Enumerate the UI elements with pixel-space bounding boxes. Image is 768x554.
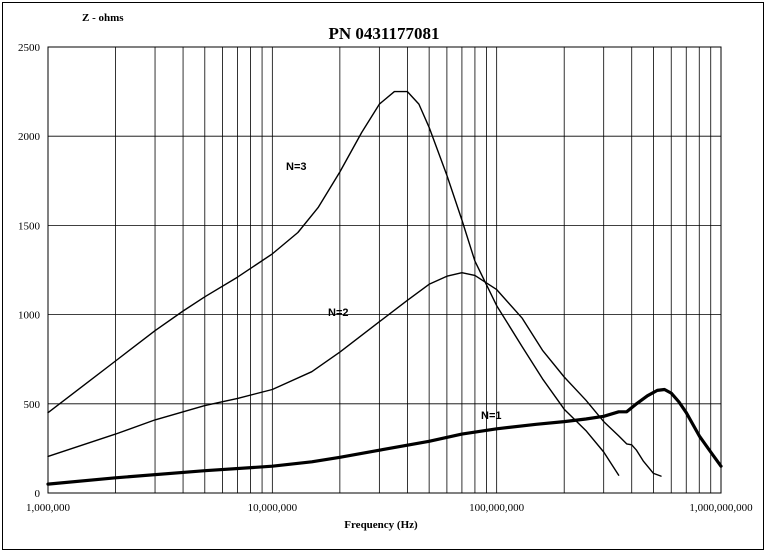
plot-area-border xyxy=(47,46,722,494)
series-label-n3: N=3 xyxy=(286,161,307,173)
x-tick-label: 100,000,000 xyxy=(469,502,525,514)
x-tick-labels: 1,000,000 10,000,000 100,000,000 1,000,000,… xyxy=(26,502,753,514)
chart-title: PN 0431177081 xyxy=(329,24,440,43)
series-label-n2: N=2 xyxy=(328,307,349,319)
vertical-gridlines xyxy=(47,47,712,493)
series-layer xyxy=(46,90,723,486)
y-tick-label: 2500 xyxy=(18,42,41,54)
x-tick-label: 1,000,000 xyxy=(26,502,71,514)
y-tick-label: 0 xyxy=(35,488,41,500)
y-tick-labels: 0 500 1000 1500 2000 2500 xyxy=(18,42,41,500)
y-tick-label: 2000 xyxy=(18,131,41,143)
series-label-n1: N=1 xyxy=(481,410,502,422)
x-axis-label: Frequency (Hz) xyxy=(344,519,418,531)
y-tick-label: 1000 xyxy=(18,310,41,322)
series-line-n1 xyxy=(46,387,723,486)
series-line-n3 xyxy=(47,90,620,476)
horizontal-gridlines xyxy=(48,46,721,494)
y-tick-label: 1500 xyxy=(18,220,41,232)
y-axis-label: Z - ohms xyxy=(82,12,124,24)
x-tick-label: 10,000,000 xyxy=(248,502,298,514)
series-line-n2 xyxy=(47,272,662,477)
y-tick-label: 500 xyxy=(24,399,41,411)
x-tick-label: 1,000,000,000 xyxy=(689,502,753,514)
